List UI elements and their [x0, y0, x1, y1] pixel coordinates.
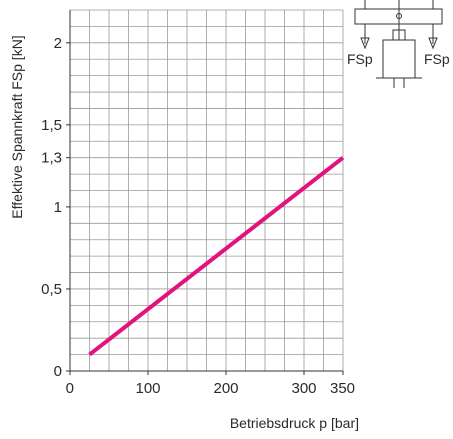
x-tick-label: 350: [330, 380, 355, 397]
y-tick-label: 0: [54, 363, 62, 380]
x-tick-label: 100: [135, 380, 160, 397]
force-arrowhead-left-icon: [360, 37, 370, 50]
force-arrowhead-right-icon: [428, 37, 438, 50]
series-layer: [88, 156, 345, 357]
y-tick-label: 1,5: [41, 117, 62, 134]
y-tick-labels: 0 0,5 1 1,3 1,5 2: [41, 35, 70, 380]
x-tick-labels: 0 100 200 300 350: [66, 371, 355, 397]
x-tick-label: 300: [291, 380, 316, 397]
y-tick-label: 1,3: [41, 150, 62, 167]
pivot-icon: [396, 13, 402, 19]
cylinder-body: [382, 39, 416, 79]
y-axis-title: Effektive Spannkraft FSp [kN]: [9, 35, 25, 218]
y-tick-label: 0,5: [41, 281, 62, 298]
y-tick-label: 2: [54, 35, 62, 52]
force-label-right: FSp: [424, 51, 450, 67]
y-tick-label: 1: [54, 199, 62, 216]
clamp-diagram: [354, 0, 443, 88]
force-label-left: FSp: [347, 51, 373, 67]
x-axis-title: Betriebsdruck p [bar]: [230, 415, 359, 431]
series-line: [88, 156, 345, 357]
grid: [70, 9, 344, 371]
x-tick-label: 0: [66, 380, 74, 397]
axes: [69, 10, 343, 372]
x-tick-label: 200: [213, 380, 238, 397]
